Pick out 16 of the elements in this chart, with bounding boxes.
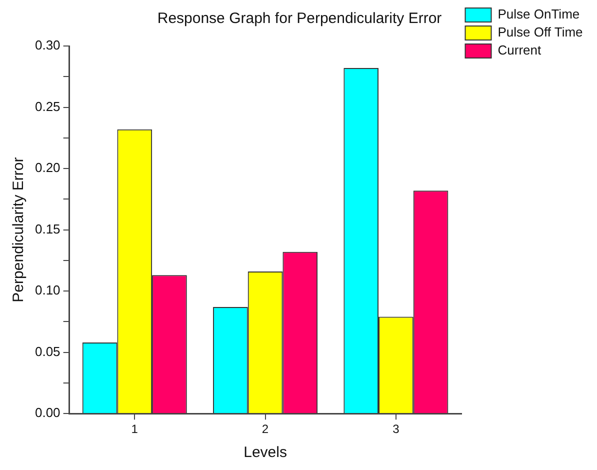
y-tick-label: 0.00	[34, 405, 60, 420]
x-tick-label: 3	[392, 422, 400, 436]
legend-label: Pulse OnTime	[498, 6, 580, 22]
y-tick-label: 0.25	[34, 98, 60, 114]
y-tick-label: 0.30	[34, 38, 60, 53]
x-axis-title: Levels	[244, 444, 287, 462]
x-tick-label: 2	[262, 422, 269, 436]
x-tick-label: 1	[131, 422, 138, 436]
legend-label: Pulse Off Time	[498, 24, 583, 40]
y-tick-label: 0.05	[34, 344, 60, 359]
y-tick-label: 0.20	[34, 160, 60, 176]
y-tick-label: 0.10	[34, 282, 60, 298]
legend-label: Current	[498, 42, 542, 58]
chart-title: Response Graph for Perpendicularity Error	[157, 10, 442, 28]
y-axis-title: Perpendicularity Error	[10, 157, 28, 302]
y-tick-label: 0.15	[34, 221, 60, 236]
